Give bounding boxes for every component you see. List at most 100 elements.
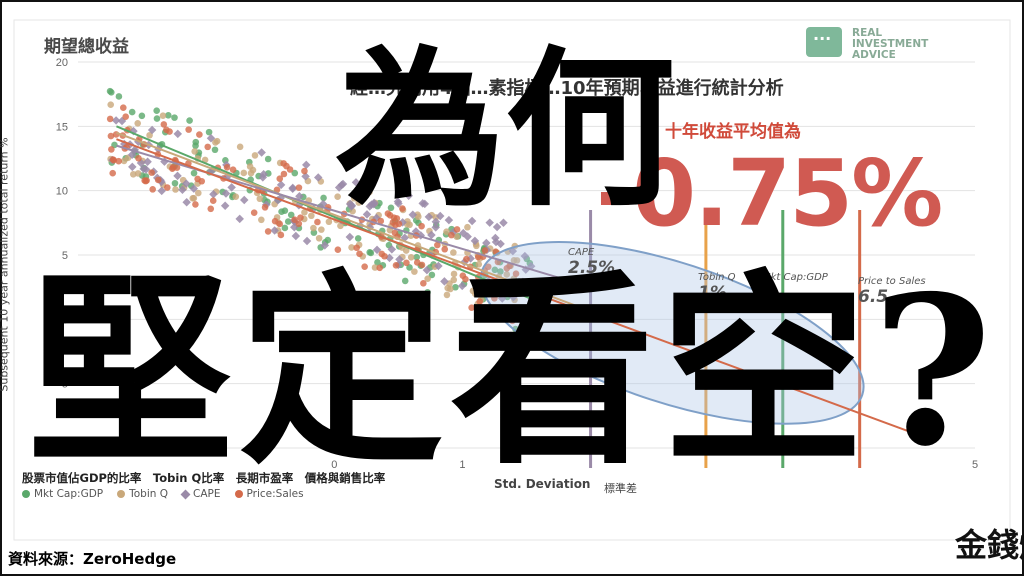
scatter-point (160, 121, 168, 128)
scatter-point (491, 294, 498, 302)
scatter-point (297, 214, 304, 221)
scatter-point (484, 313, 491, 320)
scatter-point (453, 233, 460, 241)
scatter-point (467, 216, 477, 226)
scatter-point (447, 285, 454, 293)
scatter-point (484, 263, 492, 271)
headline-line-2: 堅定看空? (28, 252, 999, 492)
scatter-point (171, 179, 179, 187)
brand-seal: 金錢爆 (955, 526, 1024, 564)
scatter-point (246, 163, 254, 170)
legend: Mkt Cap:GDP Tobin Q CAPE Price:Sales (22, 488, 304, 500)
brand-logo-text: REAL INVESTMENT ADVICE (852, 27, 929, 61)
scatter-point (221, 189, 231, 198)
scatter-point (191, 148, 198, 155)
scatter-point (424, 275, 431, 282)
scatter-point (291, 216, 298, 223)
trendline (116, 125, 566, 314)
scatter-point (261, 204, 269, 211)
scatter-point (434, 241, 441, 249)
scatter-point (190, 169, 198, 177)
scatter-point (378, 250, 386, 258)
legend-marker (234, 490, 243, 498)
scatter-point (108, 146, 115, 153)
scatter-point (139, 164, 148, 174)
scatter-point (107, 132, 115, 140)
scatter-point (411, 268, 418, 275)
scatter-point (408, 210, 418, 220)
source-credit: 資料來源：ZeroHedge (8, 550, 177, 568)
scatter-point (526, 327, 534, 335)
scatter-point (497, 294, 507, 303)
trendlines (116, 125, 937, 443)
scatter-point (526, 307, 534, 315)
scatter-point (185, 126, 192, 133)
scatter-point (157, 186, 166, 196)
scatter-point (347, 201, 357, 210)
scatter-point (127, 150, 137, 159)
scatter-point (232, 193, 240, 200)
scatter-point (468, 304, 475, 311)
scatter-point (173, 129, 183, 139)
scatter-point (146, 131, 153, 139)
scatter-point (173, 171, 182, 181)
scatter-point (434, 261, 443, 271)
trendline (116, 138, 937, 443)
scatter-point (399, 205, 406, 212)
scatter-point (424, 212, 434, 222)
scatter-point (450, 249, 457, 256)
chart-title: 期望總收益 (44, 37, 129, 57)
x-axis-label: Std. Deviation (494, 477, 591, 491)
scatter-point (223, 163, 231, 171)
legend-chinese: 股票市值佔GDP的比率 Tobin Q比率 長期市盈率 價格與銷售比率 (22, 471, 386, 485)
average-value: -0.75% (596, 140, 943, 247)
scatter-point (496, 239, 505, 249)
scatter-point (353, 244, 360, 252)
legend-item-price-sales: Price:Sales (234, 488, 304, 500)
scatter-point (492, 222, 502, 232)
scatter-point (453, 226, 461, 233)
trendline (116, 131, 579, 308)
scatter-point (213, 137, 221, 145)
scatter-point (407, 254, 415, 261)
scatter-point (509, 292, 518, 302)
scatter-point (109, 169, 117, 177)
scatter-point (134, 119, 142, 127)
scatter-point (395, 255, 404, 264)
scatter-point (302, 236, 312, 246)
scatter-point (518, 277, 528, 287)
scatter-point (470, 236, 480, 246)
scatter-point (147, 125, 157, 135)
chart-subtitle: 經…究利用4個…素指標…10年預期收益進行統計分析 (350, 78, 784, 99)
scatter-point (450, 276, 458, 284)
scatter-point (477, 304, 485, 312)
y-tick-label: 0 (62, 314, 68, 326)
scatter-point (154, 176, 162, 184)
scatter-point (371, 264, 379, 271)
scatter-point (418, 261, 426, 269)
scatter-point (115, 93, 123, 100)
annotation-price-sales: Price to Sales 6.5 (858, 276, 926, 307)
scatter-point (314, 218, 321, 226)
scatter-point (351, 178, 361, 187)
scatter-point (441, 245, 449, 253)
scatter-point (280, 170, 288, 178)
scatter-point (295, 220, 303, 228)
scatter-point (499, 218, 508, 227)
scatter-point (431, 223, 440, 232)
scatter-point (485, 218, 494, 227)
legend-item-tobin-q: Tobin Q (117, 488, 168, 500)
scatter-point (128, 108, 136, 116)
scatter-point (236, 143, 244, 151)
scatter-point (264, 228, 272, 235)
scatter-point (481, 247, 489, 254)
scatter-point (402, 247, 410, 254)
scatter-point (310, 224, 317, 232)
scatter-point (367, 200, 376, 209)
scatter-point (374, 259, 381, 266)
legend-item-mkt-cap-gdp: Mkt Cap:GDP (22, 488, 103, 500)
scatter-point (153, 107, 160, 115)
scatter-point (490, 284, 497, 292)
